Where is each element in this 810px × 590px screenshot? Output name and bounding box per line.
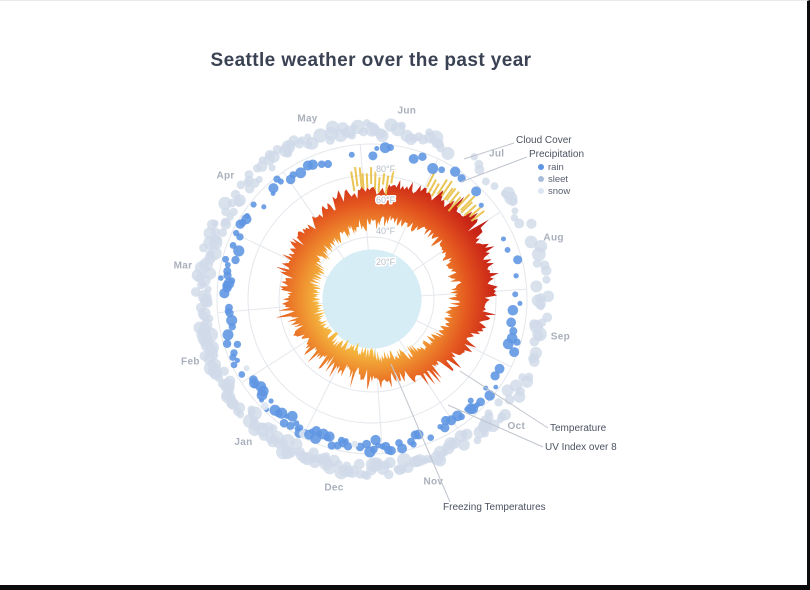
- temperature-leader-line: [459, 370, 549, 429]
- sleet-dot-icon: [538, 176, 544, 182]
- month-label-jun: Jun: [397, 106, 416, 117]
- month-label-feb: Feb: [181, 357, 200, 368]
- precipitation-ring: [218, 142, 523, 458]
- radial-axis-labels: 20°F 40°F 60°F 80°F: [375, 163, 398, 269]
- uv-index-annotation: UV Index over 8: [545, 442, 617, 453]
- radial-tick-label-20: 20°F: [376, 257, 396, 267]
- freezing-temperatures-annotation: Freezing Temperatures: [443, 502, 546, 513]
- legend-item-sleet: sleet: [538, 173, 570, 185]
- freezing-leader-line: [390, 363, 451, 503]
- legend-label: rain: [548, 161, 564, 173]
- radial-tick-label-80: 80°F: [376, 164, 396, 174]
- chart-title: Seattle weather over the past year: [210, 50, 532, 71]
- month-label-apr: Apr: [216, 170, 234, 181]
- radial-tick-label-60: 60°F: [376, 195, 396, 205]
- temperature-band: [275, 180, 499, 390]
- snow-dot-icon: [538, 188, 544, 194]
- month-label-aug: Aug: [543, 232, 563, 243]
- month-label-sep: Sep: [551, 332, 570, 343]
- precipitation-leader-line: [460, 156, 528, 183]
- rain-dot-icon: [538, 164, 544, 170]
- freezing-temperature-circle: [322, 249, 422, 349]
- uv-index-ticks: [350, 166, 485, 222]
- cloud-cover-ring: [190, 118, 555, 481]
- precipitation-annotation: Precipitation: [529, 149, 585, 160]
- temperature-annotation: Temperature: [550, 423, 607, 434]
- month-labels: Jan Feb Mar Apr May Jun Jul Aug Sep Oct Nov Dec: [174, 106, 570, 494]
- legend-item-rain: rain: [538, 161, 570, 173]
- month-label-jul: Jul: [489, 149, 504, 160]
- precipitation-legend: rain sleet snow: [538, 161, 570, 197]
- radial-tick-label-40: 40°F: [376, 226, 396, 236]
- legend-label: sleet: [548, 173, 569, 185]
- month-label-nov: Nov: [424, 476, 444, 487]
- cloud-cover-annotation: Cloud Cover: [516, 135, 572, 146]
- month-label-dec: Dec: [324, 483, 343, 494]
- cloud-cover-leader-line: [463, 142, 515, 160]
- month-label-oct: Oct: [508, 421, 526, 432]
- uv-leader-line: [447, 404, 544, 448]
- legend-label: snow: [548, 185, 571, 197]
- month-label-may: May: [297, 114, 317, 125]
- legend-item-snow: snow: [538, 185, 570, 197]
- month-label-mar: Mar: [174, 261, 193, 272]
- annotation-leader-lines: [390, 142, 549, 503]
- month-label-jan: Jan: [234, 437, 252, 448]
